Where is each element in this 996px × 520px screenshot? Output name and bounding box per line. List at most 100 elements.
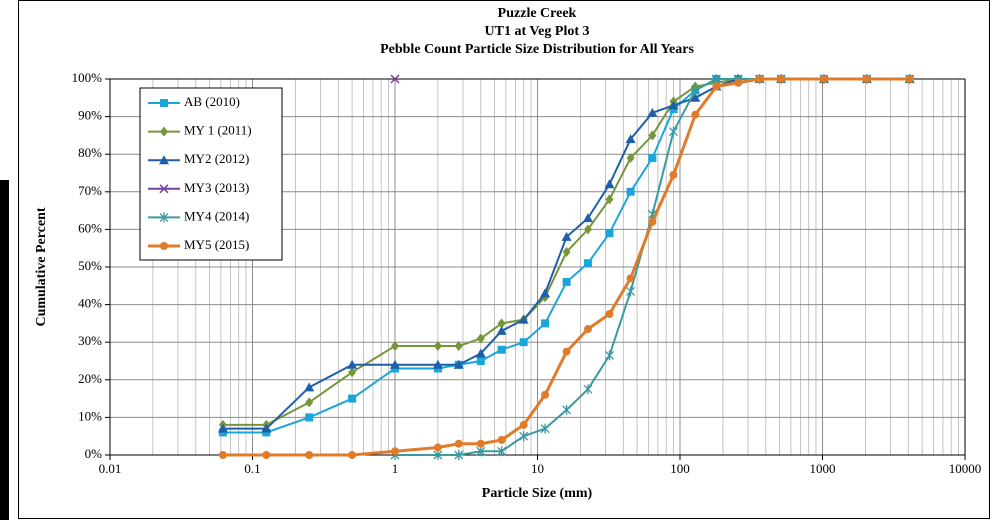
marker (626, 152, 635, 163)
y-tick-label: 20% (78, 371, 102, 386)
y-axis-label: Cumulative Percent (34, 207, 49, 326)
legend-label: MY3 (2013) (184, 180, 249, 195)
marker (476, 333, 485, 344)
marker (159, 184, 169, 194)
marker (519, 431, 529, 442)
marker (476, 439, 485, 448)
marker (690, 85, 700, 96)
x-tick-label: 100 (670, 461, 690, 476)
marker (348, 367, 357, 378)
marker (690, 92, 701, 102)
marker (160, 242, 168, 250)
marker (518, 314, 529, 324)
marker (626, 286, 636, 297)
y-tick-label: 70% (78, 183, 102, 198)
marker (541, 390, 550, 399)
x-tick-label: 0.1 (244, 461, 260, 476)
marker (540, 423, 550, 434)
marker (348, 451, 357, 459)
marker (583, 224, 592, 235)
marker (348, 394, 357, 403)
marker (626, 274, 635, 283)
marker (648, 217, 657, 226)
marker (562, 246, 571, 257)
marker (647, 107, 658, 117)
marker (304, 382, 315, 392)
marker (648, 153, 657, 162)
marker (777, 75, 786, 83)
marker (541, 319, 550, 328)
chart-title: Puzzle Creek (498, 6, 577, 21)
marker (217, 423, 228, 433)
marker (755, 75, 764, 83)
marker (562, 278, 571, 287)
marker (159, 212, 169, 223)
marker (476, 357, 485, 365)
marker (583, 325, 592, 334)
marker (305, 451, 314, 459)
marker (605, 229, 614, 238)
chart-title: UT1 at Veg Plot 3 (485, 24, 590, 39)
marker (905, 75, 914, 83)
marker (669, 170, 678, 179)
y-tick-label: 90% (78, 108, 102, 123)
x-tick-label: 10 (531, 461, 544, 476)
marker (648, 130, 657, 141)
marker (691, 110, 700, 119)
marker (862, 75, 871, 83)
legend-label: MY4 (2014) (184, 208, 249, 223)
marker (519, 420, 528, 429)
marker (432, 359, 443, 369)
marker (391, 340, 399, 351)
marker (476, 446, 486, 457)
marker (711, 74, 721, 84)
y-tick-label: 80% (78, 145, 102, 160)
marker (562, 404, 572, 415)
x-tick-label: 0.01 (99, 461, 122, 476)
marker (453, 359, 464, 369)
marker (347, 359, 358, 369)
marker (561, 231, 572, 241)
y-tick-label: 30% (78, 333, 102, 348)
y-tick-label: 0% (85, 446, 103, 461)
marker (734, 78, 743, 87)
marker (497, 318, 506, 329)
marker (390, 359, 400, 369)
legend: AB (2010) MY 1 (2011) MY2 (2012) MY3 (2013)… (139, 87, 283, 261)
marker (605, 350, 614, 361)
marker (625, 134, 636, 144)
marker (261, 423, 272, 433)
marker (604, 179, 615, 189)
marker (583, 384, 593, 395)
marker (390, 74, 400, 84)
marker (433, 340, 442, 351)
marker (454, 439, 463, 448)
marker (454, 340, 463, 351)
marker (819, 75, 828, 83)
marker (605, 194, 614, 205)
x-tick-label: 1 (392, 461, 399, 476)
legend-label: MY2 (2012) (184, 151, 249, 166)
y-tick-label: 50% (78, 258, 102, 273)
y-tick-label: 100% (72, 70, 103, 85)
marker (712, 82, 721, 91)
marker (391, 447, 399, 456)
marker (562, 347, 571, 356)
marker (305, 413, 314, 422)
x-axis-label: Particle Size (mm) (482, 486, 593, 501)
marker (160, 126, 168, 137)
marker (497, 345, 506, 354)
y-tick-label: 10% (78, 408, 102, 423)
marker (583, 259, 592, 268)
marker (540, 288, 551, 298)
legend-label: MY 1 (2011) (184, 123, 252, 138)
plot-border (109, 78, 966, 456)
marker (475, 348, 486, 358)
marker (605, 310, 614, 318)
marker (305, 397, 314, 408)
chart-title: Pebble Count Particle Size Distribution … (380, 42, 694, 57)
marker (582, 213, 593, 223)
marker (159, 155, 169, 165)
